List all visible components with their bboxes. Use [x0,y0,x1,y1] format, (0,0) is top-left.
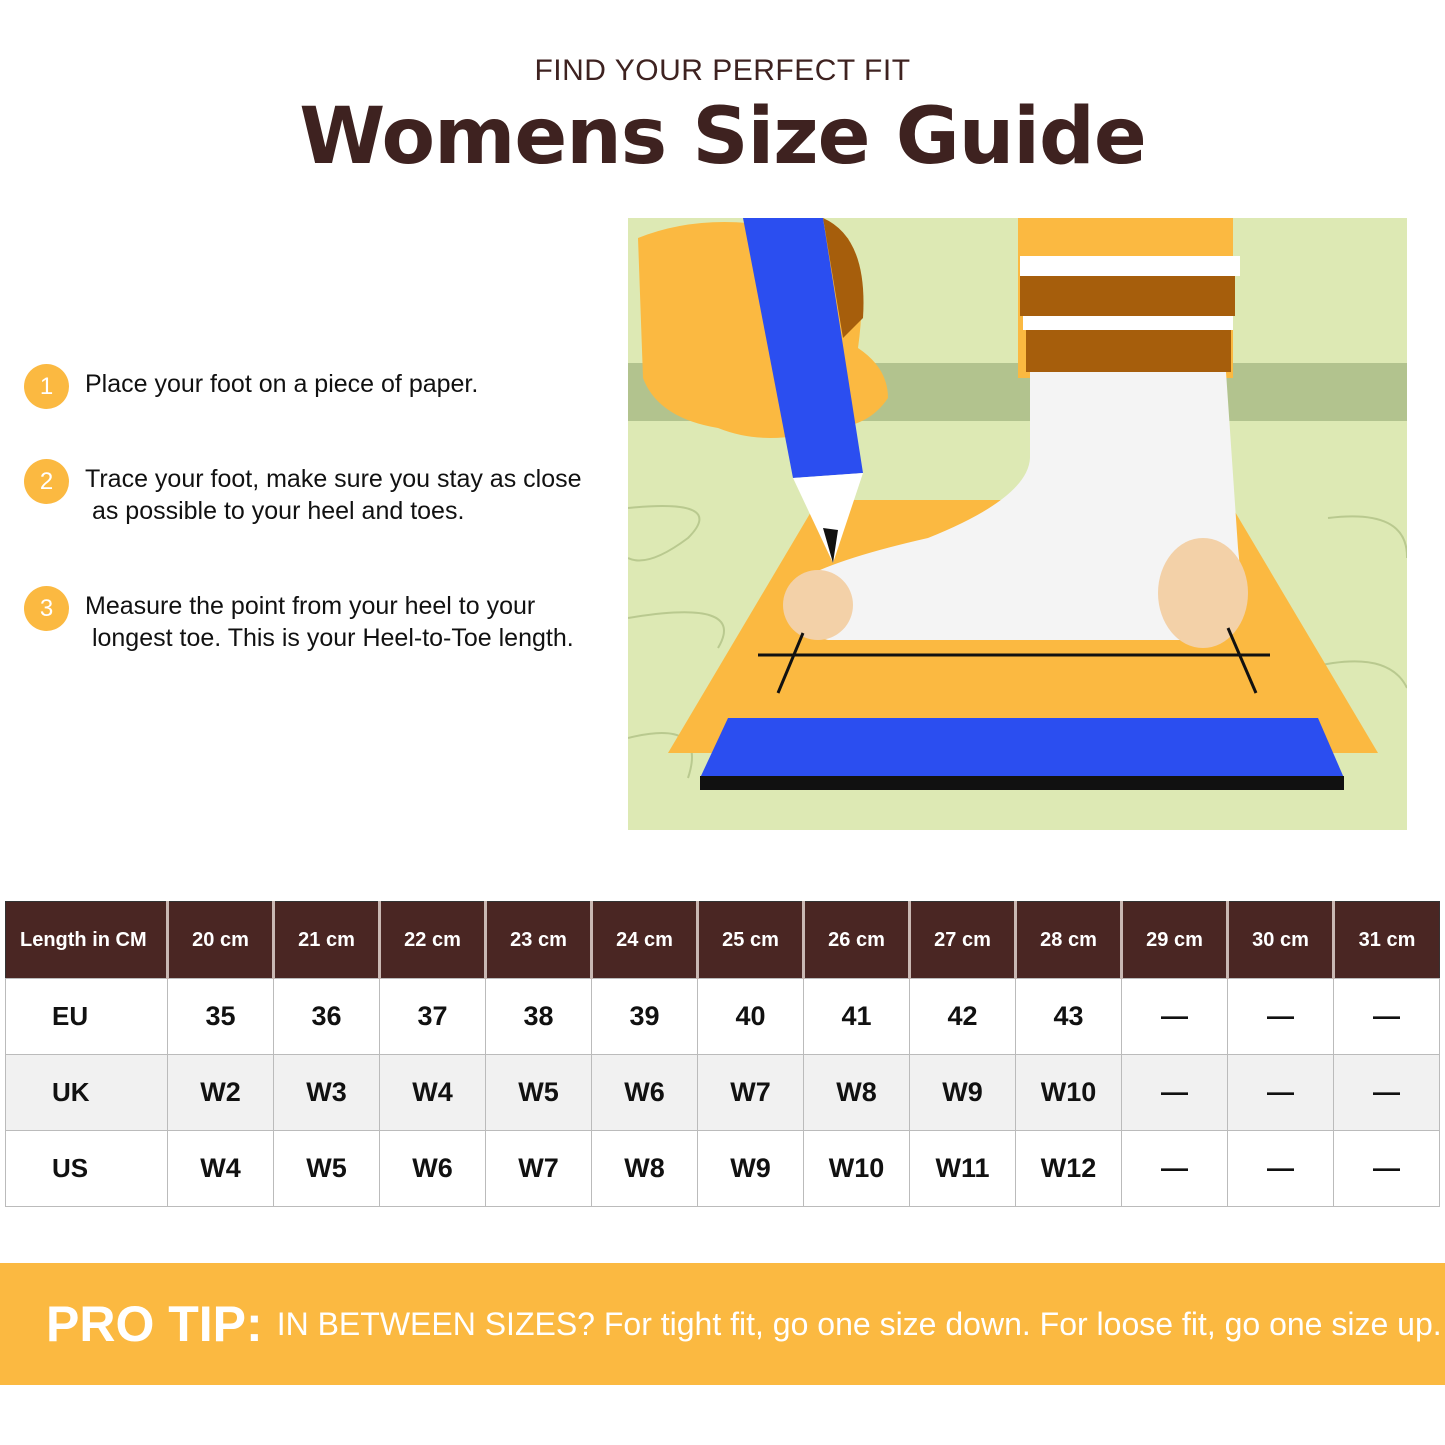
size-cell: — [1333,978,1440,1055]
row-label: UK [5,1054,168,1131]
size-cell: W8 [803,1054,910,1131]
page-title: Womens Size Guide [299,92,1147,182]
step-number: 1 [24,364,69,409]
size-cell: — [1333,1054,1440,1131]
size-cell: W10 [803,1130,910,1207]
size-cell: 40 [697,978,804,1055]
size-cell: W10 [1015,1054,1122,1131]
size-cell: W9 [697,1130,804,1207]
size-cell: — [1227,978,1334,1055]
size-cell: — [1227,1130,1334,1207]
size-cell: — [1121,978,1228,1055]
column-header: 24 cm [590,901,698,979]
size-cell: 39 [591,978,698,1055]
size-cell: — [1333,1130,1440,1207]
table-row: EU 35 36 37 38 39 40 41 42 43— — — [5,978,1440,1055]
column-header: 21 cm [272,901,380,979]
size-cell: W12 [1015,1130,1122,1207]
step-text: Trace your foot, make sure you stay as c… [85,465,582,525]
column-header: 28 cm [1014,901,1122,979]
step-text: Place your foot on a piece of paper. [85,370,479,398]
size-cell: W6 [591,1054,698,1131]
size-cell: W9 [909,1054,1016,1131]
size-cell: 36 [273,978,380,1055]
foot-measuring-illustration [628,218,1407,830]
size-cell: W6 [379,1130,486,1207]
table-row: US W4 W5 W6 W7 W8 W9 W10 W11 W12— — — [5,1130,1440,1207]
size-cell: W5 [273,1130,380,1207]
column-header: 22 cm [378,901,486,979]
pro-tip-banner: PRO TIP: IN BETWEEN SIZES? For tight fit… [0,1263,1445,1385]
step-number: 3 [24,586,69,631]
column-header: 31 cm [1332,901,1440,979]
row-label: US [5,1130,168,1207]
column-header: 27 cm [908,901,1016,979]
size-cell: — [1227,1054,1334,1131]
step-text: Measure the point from your heel to your… [85,592,574,652]
row-label: EU [5,978,168,1055]
column-header: 29 cm [1120,901,1228,979]
size-cell: — [1121,1130,1228,1207]
step-number: 2 [24,459,69,504]
size-cell: 42 [909,978,1016,1055]
size-cell: W7 [697,1054,804,1131]
column-header: 26 cm [802,901,910,979]
pro-tip-text: IN BETWEEN SIZES? For tight fit, go one … [276,1305,1442,1342]
step-2: 2 Trace your foot, make sure you stay as… [24,459,582,527]
step-3: 3 Measure the point from your heel to yo… [24,586,574,654]
size-cell: — [1121,1054,1228,1131]
size-cell: 43 [1015,978,1122,1055]
size-cell: 35 [167,978,274,1055]
size-cell: W4 [379,1054,486,1131]
column-header: 23 cm [484,901,592,979]
table-row: UK W2 W3 W4 W5 W6 W7 W8 W9 W10— — — [5,1054,1440,1131]
size-cell: W7 [485,1130,592,1207]
size-cell: W3 [273,1054,380,1131]
column-header: 30 cm [1226,901,1334,979]
size-cell: 37 [379,978,486,1055]
size-cell: 41 [803,978,910,1055]
size-cell: W2 [167,1054,274,1131]
column-header: 25 cm [696,901,804,979]
size-cell: 38 [485,978,592,1055]
table-header-row: Length in CM 20 cm 21 cm 22 cm 23 cm 24 … [5,901,1440,979]
column-header: 20 cm [166,901,274,979]
pro-tip-label: PRO TIP: [46,1296,263,1352]
size-cell: W4 [167,1130,274,1207]
step-1: 1 Place your foot on a piece of paper. [24,364,479,409]
size-cell: W8 [591,1130,698,1207]
size-cell: W11 [909,1130,1016,1207]
size-cell: W5 [485,1054,592,1131]
size-chart-table: Length in CM 20 cm 21 cm 22 cm 23 cm 24 … [5,901,1440,1207]
kicker-text: FIND YOUR PERFECT FIT [534,54,911,87]
corner-header: Length in CM [5,901,168,979]
